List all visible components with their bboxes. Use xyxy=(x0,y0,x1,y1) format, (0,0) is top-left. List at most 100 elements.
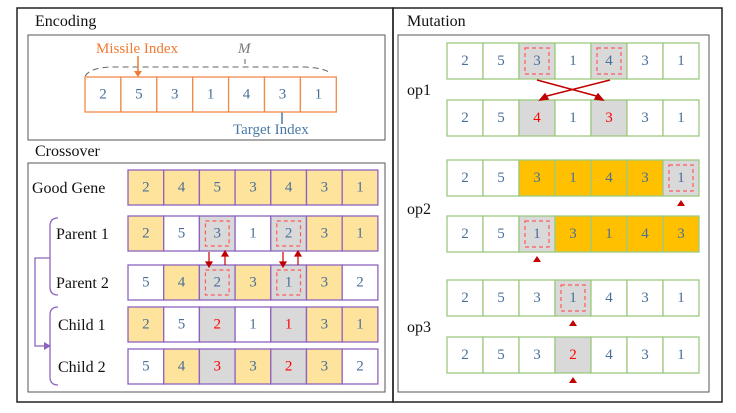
selected-gene-marker xyxy=(524,47,550,75)
gene-cell xyxy=(626,215,664,253)
mutation-point-marker-icon xyxy=(677,200,685,206)
gene-value: 2 xyxy=(461,290,469,306)
cells-layer: 2 5 3 1 4 3 1 2 4 5 3 4 3 1 Good Gene 2 5 3 1 2 3 1 Parent 1 5 4… xyxy=(32,42,700,385)
gene-value: 1 xyxy=(315,87,323,103)
gene-value: 1 xyxy=(677,53,685,69)
gene-value: 3 xyxy=(249,359,257,375)
crossover-row-label: Parent 1 xyxy=(56,226,109,243)
gene-value: 5 xyxy=(497,170,505,186)
gene-value: 1 xyxy=(677,290,685,306)
gene-cell xyxy=(590,336,628,374)
gene-cell xyxy=(163,264,201,301)
gene-value: 5 xyxy=(142,275,150,291)
gene-value: 4 xyxy=(641,226,649,242)
gene-value: 4 xyxy=(605,53,613,69)
gene-cell xyxy=(518,336,556,374)
gene-cell xyxy=(446,42,484,80)
gene-value: 5 xyxy=(214,180,222,196)
gene-value: 1 xyxy=(285,317,293,333)
gene-value: 1 xyxy=(207,87,215,103)
gene-value: 3 xyxy=(249,180,257,196)
gene-cell xyxy=(554,336,592,374)
gene-value: 1 xyxy=(249,317,257,333)
gene-row: 2 5 4 1 3 3 1 xyxy=(446,99,700,137)
gene-value: 3 xyxy=(641,170,649,186)
gene-cell xyxy=(305,306,343,343)
gene-cell xyxy=(554,159,592,197)
selected-gene-marker xyxy=(668,164,694,192)
gene-value: 1 xyxy=(356,317,364,333)
gene-value: 2 xyxy=(142,180,150,196)
missile-index-label: Missile Index xyxy=(96,41,179,57)
encoding-title: Encoding xyxy=(35,13,96,30)
gene-cell xyxy=(341,169,379,206)
gene-cell xyxy=(234,215,272,252)
gene-value: 3 xyxy=(641,53,649,69)
gene-cell xyxy=(305,264,343,301)
selected-gene-marker xyxy=(276,269,302,296)
gene-value: 3 xyxy=(171,87,179,103)
gene-value: 3 xyxy=(321,180,329,196)
gene-value: 2 xyxy=(285,359,293,375)
gene-value: 3 xyxy=(641,110,649,126)
gene-cell xyxy=(263,76,302,113)
gene-row: 2 5 3 1 4 3 1 xyxy=(446,42,700,80)
gene-cell xyxy=(234,169,272,206)
gene-value: 4 xyxy=(605,290,613,306)
gene-value: 2 xyxy=(142,226,150,242)
m-label: M xyxy=(237,41,252,57)
gene-value: 3 xyxy=(641,290,649,306)
gene-cell xyxy=(198,348,236,385)
gene-value: 2 xyxy=(356,275,364,291)
gene-value: 5 xyxy=(178,226,186,242)
gene-cell xyxy=(127,264,165,301)
gene-value: 5 xyxy=(135,87,143,103)
gene-cell xyxy=(198,306,236,343)
gene-value: 3 xyxy=(533,170,541,186)
gene-cell xyxy=(192,76,230,113)
gene-value: 1 xyxy=(285,275,293,291)
gene-value: 5 xyxy=(142,359,150,375)
gene-cell xyxy=(446,336,484,374)
gene-value: 1 xyxy=(569,290,577,306)
selected-gene-marker xyxy=(596,47,622,75)
gene-value: 3 xyxy=(533,347,541,363)
gene-value: 2 xyxy=(569,347,577,363)
selected-gene-marker xyxy=(204,269,230,296)
gene-value: 3 xyxy=(605,110,613,126)
gene-cell xyxy=(305,348,343,385)
gene-value: 2 xyxy=(142,317,150,333)
op1-swap-arrows xyxy=(536,79,611,101)
gene-cell xyxy=(446,215,484,253)
gene-value: 5 xyxy=(178,317,186,333)
gene-value: 3 xyxy=(214,226,222,242)
gene-value: 2 xyxy=(461,170,469,186)
gene-row: 2 5 2 1 1 3 1 xyxy=(127,306,379,343)
gene-value: 2 xyxy=(461,226,469,242)
gene-value: 2 xyxy=(461,347,469,363)
gene-row: 2 5 1 3 1 4 3 xyxy=(446,215,700,262)
mutation-title: Mutation xyxy=(407,13,466,30)
gene-cell xyxy=(446,159,484,197)
mutation-point-marker-icon xyxy=(569,320,577,326)
gene-row: 5 4 2 3 1 3 2 xyxy=(127,264,379,301)
crossover-row-label: Good Gene xyxy=(32,180,105,197)
gene-cell xyxy=(341,348,379,385)
gene-cell xyxy=(662,215,700,253)
length-bracket xyxy=(84,66,332,77)
mutation-point-marker-icon xyxy=(569,377,577,383)
gene-cell xyxy=(127,215,165,252)
gene-row: 2 5 3 1 4 3 1 xyxy=(446,159,700,206)
gene-value: 1 xyxy=(569,53,577,69)
gene-row: 2 4 5 3 4 3 1 xyxy=(127,169,379,206)
gene-value: 3 xyxy=(641,347,649,363)
gene-cell xyxy=(299,76,337,113)
gene-value: 2 xyxy=(461,110,469,126)
crossover-box xyxy=(27,162,386,393)
gene-value: 2 xyxy=(461,53,469,69)
gene-value: 4 xyxy=(605,170,613,186)
target-index-label: Target Index xyxy=(233,122,309,138)
gene-cell xyxy=(662,336,700,374)
gene-value: 4 xyxy=(533,110,541,126)
